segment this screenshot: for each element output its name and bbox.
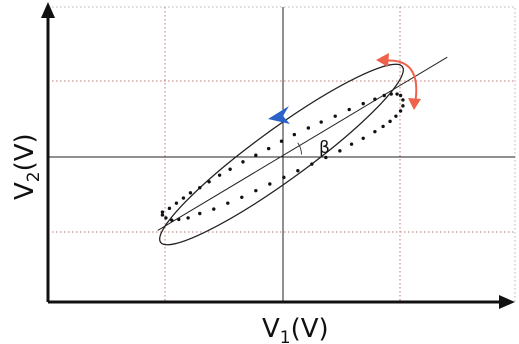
data-point [226,201,230,205]
data-point [188,191,193,195]
data-point [164,216,168,220]
data-point [170,218,174,222]
data-point [347,107,351,112]
data-point [324,155,328,160]
data-point [228,167,232,171]
angle-label: β [319,138,330,158]
x-axis-title-sub: 1 [280,328,291,344]
x-axis-title: V1(V) [262,314,329,344]
data-point [310,162,314,166]
y-axis-title-base: V [10,182,40,200]
plot-frame [47,6,516,303]
data-point [207,180,211,184]
data-point [282,175,286,180]
angle-arc [297,142,302,155]
data-point [212,207,216,211]
data-point [241,160,245,164]
data-point [349,142,354,146]
fitted-ellipse [159,63,404,246]
data-point [361,101,365,106]
data-point [306,126,311,130]
principal-axis-line [157,56,448,231]
data-point [296,169,300,173]
data-point [381,124,385,129]
data-point [198,211,202,216]
data-point [389,92,393,96]
data-point [268,182,272,186]
data-point [401,98,405,102]
data-point [292,132,297,137]
rotation-arc [381,59,418,105]
data-point [333,114,337,118]
data-point [240,195,244,199]
data-point [319,120,323,124]
data-point [254,188,258,193]
rotation-arrowhead-end [408,98,421,110]
data-point [338,149,342,153]
data-point [401,104,405,108]
x-axis-arrowhead [499,295,515,309]
data-point [394,114,398,118]
rotation-arrowhead-start [376,53,389,67]
y-axis-title-unit: (V) [10,133,40,171]
x-axis-title-base: V [262,314,280,344]
data-point [398,109,403,113]
data-point [167,206,172,211]
direction-arrow-icon [268,106,290,124]
data-point [174,201,179,205]
rotation-arrow-icon [376,53,421,110]
data-point [388,119,392,124]
data-point [254,153,258,157]
data-point [398,93,403,98]
data-point [266,146,271,151]
data-point [279,139,284,143]
data-points [160,92,405,222]
y-axis-title-sub: 2 [24,171,44,182]
data-point [395,92,399,96]
data-point [373,129,377,134]
data-point [186,216,190,220]
y-axis-arrowhead [41,2,55,18]
data-point [382,93,386,98]
data-point [198,185,202,190]
direction-arrowhead [268,106,290,124]
data-point [373,97,377,101]
data-point [181,196,186,200]
data-point [217,173,222,177]
grid [48,7,515,302]
data-point [160,213,165,217]
data-point [160,210,165,214]
y-axis-title: V2(V) [10,133,44,200]
data-point [177,217,181,222]
data-point [361,136,365,140]
x-axis-title-unit: (V) [291,314,329,344]
